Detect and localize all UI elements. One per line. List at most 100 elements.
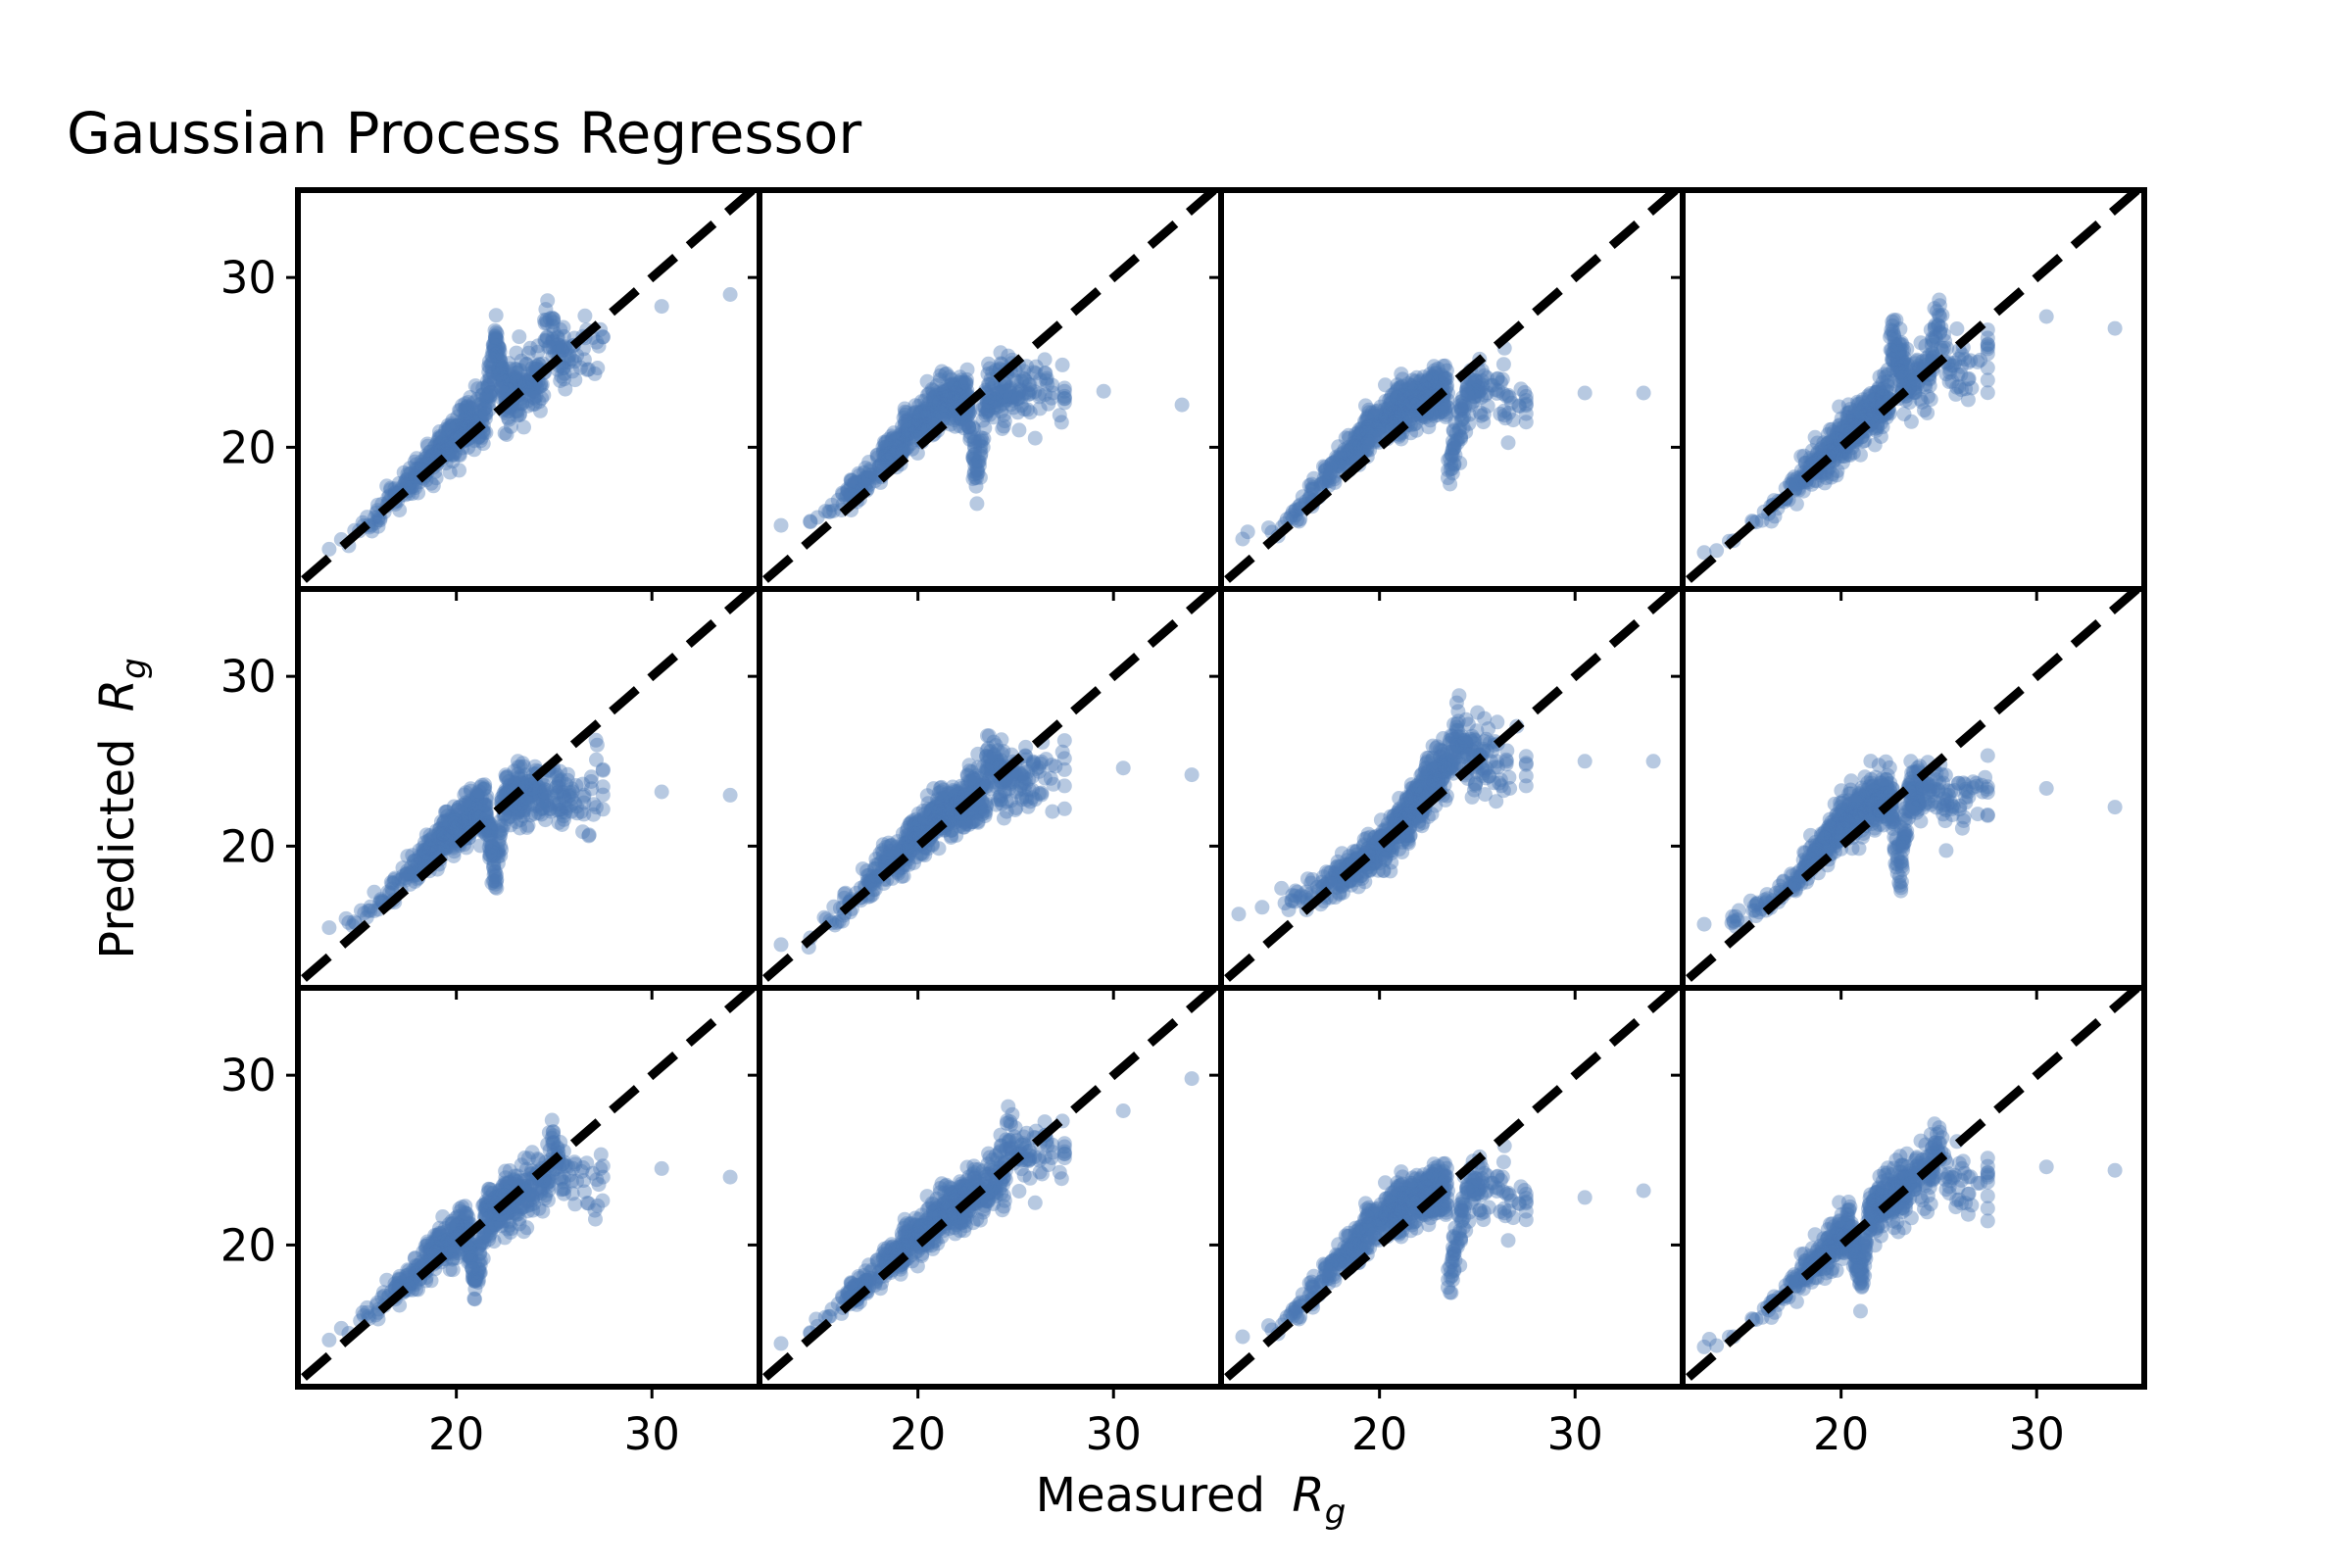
scatter-point [966,430,982,445]
scatter-point [1346,844,1361,859]
scatter-point [897,415,912,430]
scatter-point [1442,764,1456,779]
scatter-point [984,781,999,797]
scatter-point [520,345,536,361]
scatter-point [341,914,357,930]
scatter-point [1431,775,1446,791]
scatter-point [462,400,477,416]
scatter-point [921,415,937,430]
scatter-point [531,394,547,410]
scatter-point [1400,834,1416,850]
scatter-point [1334,878,1349,894]
scatter-point [877,449,892,465]
scatter-point [1518,757,1534,772]
scatter-point [559,801,574,816]
scatter-point [455,417,470,433]
scatter-point [1439,399,1454,415]
scatter-point [521,773,536,789]
scatter-point [551,337,566,353]
scatter-point [1454,393,1470,409]
scatter-point [1776,874,1791,890]
scatter-point [530,779,546,795]
scatter-point [1903,774,1918,790]
scatter-point [1401,797,1417,812]
scatter-point [1359,830,1375,846]
scatter-point [1372,419,1388,435]
scatter-point [1493,772,1508,788]
scatter-point [938,802,954,816]
scatter-point [552,773,567,789]
scatter-point [1961,370,1977,386]
scatter-point [1020,799,1036,814]
scatter-point [437,435,453,451]
scatter-point [1894,369,1910,385]
scatter-point [1886,829,1902,845]
scatter-point [492,832,507,848]
scatter-point [937,801,953,816]
scatter-point [454,804,469,819]
scatter-point [1827,442,1842,458]
scatter-point [1361,410,1377,425]
scatter-point [1825,466,1840,482]
scatter-point [1013,389,1029,405]
scatter-point [981,397,997,413]
scatter-point [482,375,498,391]
scatter-point [1372,425,1388,441]
scatter-point [445,413,461,428]
scatter-point [881,446,897,462]
scatter-point [1890,363,1906,378]
scatter-point [958,376,974,392]
scatter-point [1399,808,1415,824]
scatter-point [1402,801,1418,816]
scatter-point [471,810,487,826]
scatter-point [982,377,997,393]
scatter-point [455,798,470,812]
scatter-point [481,402,497,417]
scatter-point [1433,755,1448,770]
scatter-point [955,379,970,394]
scatter-point [485,845,501,860]
scatter-point [1862,778,1878,794]
scatter-point [1349,843,1364,858]
scatter-point [1433,404,1447,419]
scatter-point [1425,407,1441,421]
scatter-point [970,454,985,469]
scatter-point [1456,410,1472,425]
scatter-point [995,746,1009,761]
scatter-point [1027,792,1043,808]
scatter-point [400,477,416,492]
scatter-point [444,436,460,452]
scatter-point [516,419,531,435]
scatter-point [925,394,941,410]
scatter-point [864,872,880,888]
scatter-point [440,832,456,848]
scatter-point [1866,392,1882,408]
scatter-point [1374,416,1390,431]
scatter-point [1009,391,1025,407]
scatter-point [1376,411,1392,426]
scatter-point [1874,387,1889,403]
scatter-point [874,456,890,471]
scatter-point [1389,390,1404,406]
scatter-point [984,759,1000,774]
scatter-point [430,830,446,846]
scatter-point [561,340,576,356]
scatter-point [1304,481,1319,497]
scatter-point [1450,713,1466,729]
scatter-point [508,775,523,791]
scatter-point [405,848,420,863]
scatter-point [961,419,977,435]
scatter-point [911,821,927,837]
scatter-point [1396,390,1412,405]
scatter-point [896,429,911,444]
scatter-point [527,782,543,798]
scatter-point [1827,441,1842,457]
scatter-point [1425,378,1441,394]
scatter-point [1348,433,1364,449]
scatter-point [897,839,912,855]
scatter-point [944,803,959,818]
scatter-point [1490,370,1505,386]
scatter-point [957,816,973,832]
scatter-point [1485,377,1500,393]
scatter-point [980,728,995,744]
